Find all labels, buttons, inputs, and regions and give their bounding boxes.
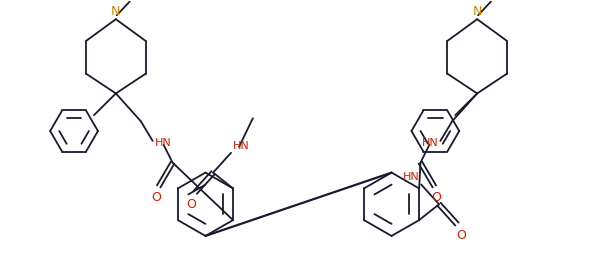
- Text: N: N: [472, 5, 482, 18]
- Text: O: O: [186, 198, 196, 211]
- Text: O: O: [432, 191, 441, 204]
- Text: HN: HN: [402, 173, 419, 183]
- Text: HN: HN: [421, 138, 438, 148]
- Text: N: N: [111, 5, 121, 18]
- Text: HN: HN: [233, 141, 250, 151]
- Text: O: O: [456, 229, 466, 243]
- Text: O: O: [152, 191, 162, 204]
- Text: HN: HN: [155, 138, 171, 148]
